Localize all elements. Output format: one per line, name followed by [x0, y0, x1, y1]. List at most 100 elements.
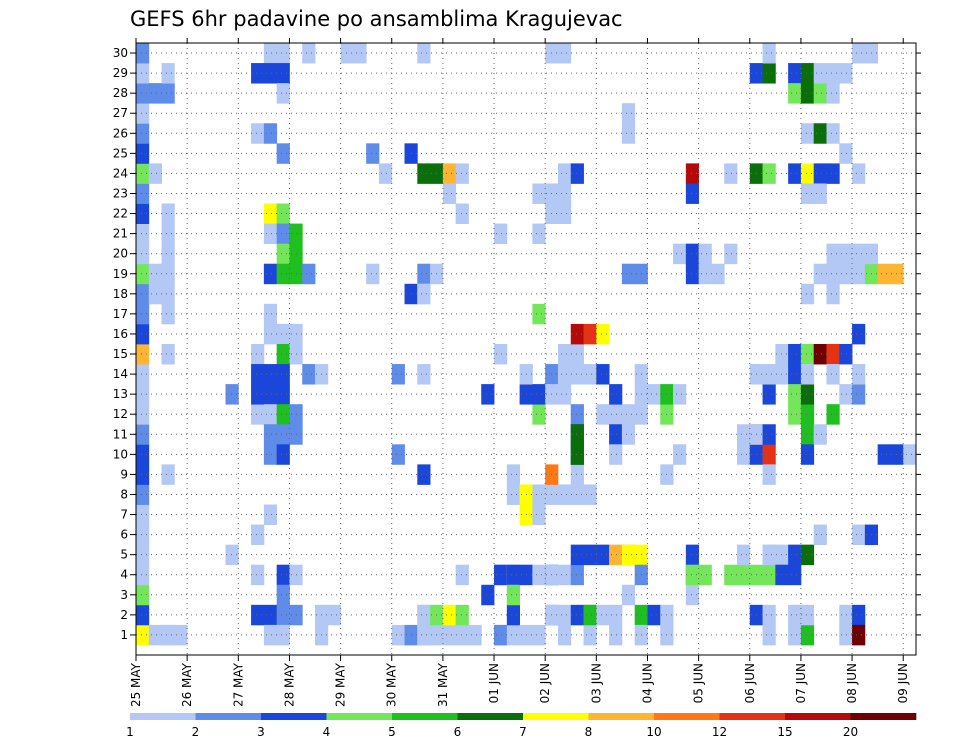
legend-label: 1 [126, 725, 134, 739]
heatmap-cell [814, 123, 827, 143]
heatmap-cell [251, 525, 264, 545]
heatmap-cell [558, 565, 571, 585]
heatmap-cell [264, 224, 277, 244]
x-tick-label: 27 MAY [231, 662, 245, 707]
heatmap-cell [686, 163, 699, 183]
legend-swatch [392, 713, 458, 720]
heatmap-cell [852, 605, 865, 625]
heatmap-cell [136, 284, 149, 304]
heatmap-cell [264, 424, 277, 444]
heatmap-cell [302, 264, 315, 284]
heatmap-cell [149, 83, 162, 103]
legend-swatch [261, 713, 327, 720]
y-tick-label: 30 [113, 46, 128, 60]
x-tick-label: 09 JUN [896, 663, 910, 703]
legend-label: 2 [192, 725, 200, 739]
y-tick-label: 8 [120, 487, 128, 501]
chart-title: GEFS 6hr padavine po ansamblima Kragujev… [130, 7, 623, 31]
heatmap-cell [801, 344, 814, 364]
heatmap-cell [801, 364, 814, 384]
heatmap-cell [558, 204, 571, 224]
heatmap-cell [686, 183, 699, 203]
heatmap-cell [417, 163, 430, 183]
y-tick-label: 6 [120, 528, 128, 542]
heatmap-cell [136, 505, 149, 525]
y-tick-label: 19 [113, 267, 128, 281]
heatmap-cell [596, 404, 609, 424]
heatmap-cell [647, 605, 660, 625]
heatmap-cell [788, 404, 801, 424]
heatmap-cell [149, 264, 162, 284]
heatmap-cell [673, 384, 686, 404]
y-tick-label: 29 [113, 66, 128, 80]
heatmap-cell [801, 163, 814, 183]
heatmap-cell [801, 444, 814, 464]
heatmap-cell [737, 444, 750, 464]
heatmap-cell [558, 384, 571, 404]
heatmap-cell [328, 605, 341, 625]
heatmap-cell [826, 364, 839, 384]
heatmap-cell [162, 304, 175, 324]
heatmap-cell [264, 364, 277, 384]
heatmap-cell [686, 585, 699, 605]
heatmap-cell [673, 244, 686, 264]
y-tick-label: 28 [113, 86, 128, 100]
heatmap-cell [507, 464, 520, 484]
x-tick-label: 07 JUN [794, 663, 808, 703]
heatmap-cell [763, 464, 776, 484]
heatmap-cell [826, 163, 839, 183]
heatmap-cell [264, 43, 277, 63]
heatmap-cell [788, 625, 801, 645]
heatmap-cell [136, 83, 149, 103]
heatmap-cell [468, 625, 481, 645]
y-tick-label: 4 [120, 568, 128, 582]
heatmap-cell [622, 404, 635, 424]
y-tick-label: 21 [113, 227, 128, 241]
heatmap-cell [277, 364, 290, 384]
y-tick-label: 12 [113, 407, 128, 421]
heatmap-cell [532, 625, 545, 645]
heatmap-cell [596, 605, 609, 625]
heatmap-cell [264, 123, 277, 143]
heatmap-cell [277, 404, 290, 424]
heatmap-cell [136, 605, 149, 625]
heatmap-cell [149, 625, 162, 645]
heatmap-cell [481, 585, 494, 605]
heatmap-cell [737, 545, 750, 565]
heatmap-cell [251, 344, 264, 364]
heatmap-cell [264, 384, 277, 404]
legend-swatch [654, 713, 720, 720]
heatmap-cell [788, 545, 801, 565]
heatmap-cell [162, 625, 175, 645]
heatmap-cell [136, 324, 149, 344]
heatmap-cell [136, 344, 149, 364]
heatmap-cell [136, 625, 149, 645]
heatmap-cell [366, 264, 379, 284]
heatmap-cell [417, 264, 430, 284]
heatmap-cell [136, 545, 149, 565]
heatmap-cell [852, 364, 865, 384]
heatmap-cell [763, 163, 776, 183]
heatmap-cell [814, 83, 827, 103]
heatmap-cell [814, 63, 827, 83]
x-tick-label: 31 MAY [436, 662, 450, 707]
heatmap-cell [136, 163, 149, 183]
heatmap-cell [814, 264, 827, 284]
heatmap-cell [162, 264, 175, 284]
heatmap-cell [251, 364, 264, 384]
legend-swatch [196, 713, 262, 720]
heatmap-cell [507, 625, 520, 645]
heatmap-cell [136, 364, 149, 384]
heatmap-cell [136, 384, 149, 404]
heatmap-cell [136, 143, 149, 163]
heatmap-cell [852, 244, 865, 264]
heatmap-cell [584, 605, 597, 625]
heatmap-cell [852, 384, 865, 404]
heatmap-cell [699, 565, 712, 585]
heatmap-cell [532, 384, 545, 404]
heatmap-cell [801, 123, 814, 143]
heatmap-cell [788, 344, 801, 364]
heatmap-cell [686, 545, 699, 565]
x-tick-label: 26 MAY [180, 662, 194, 707]
heatmap-cell [532, 304, 545, 324]
